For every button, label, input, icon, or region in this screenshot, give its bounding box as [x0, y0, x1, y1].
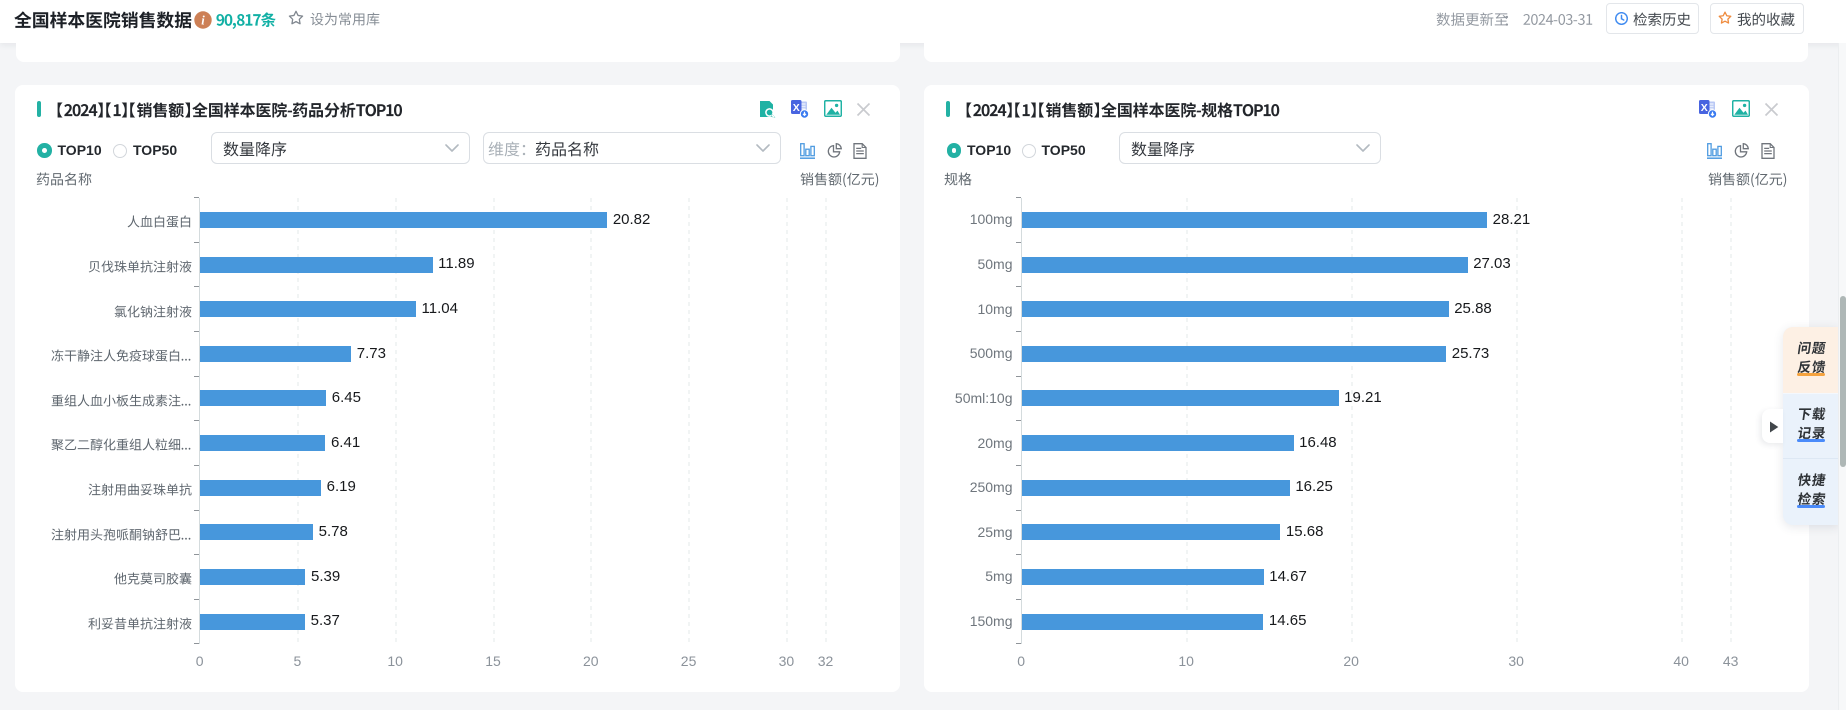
svg-text:X: X [793, 102, 800, 114]
svg-text:i: i [201, 14, 205, 28]
svg-text:X: X [1701, 102, 1708, 114]
